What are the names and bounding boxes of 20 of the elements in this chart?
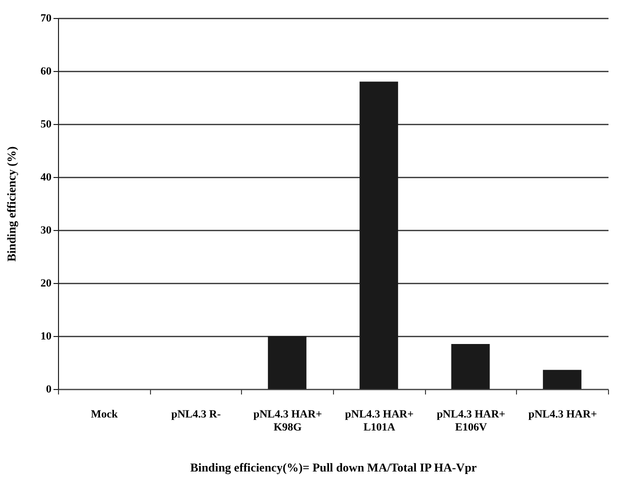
- x-axis-title: Binding efficiency(%)= Pull down MA/Total IP HA-Vpr: [190, 460, 478, 474]
- bar: [542, 370, 582, 389]
- x-tick-label: Mock: [90, 408, 119, 420]
- x-tick-label: pNL4.3 R-: [171, 408, 222, 420]
- x-tick-label: pNL4.3 HAR+ E106V: [436, 408, 506, 434]
- y-tick-label: 0: [46, 384, 52, 396]
- y-tick-label: 60: [40, 66, 52, 78]
- y-tick-label: 20: [40, 278, 52, 290]
- x-tick-label: pNL4.3 HAR+: [528, 408, 597, 420]
- y-tick-label: 40: [40, 172, 52, 184]
- y-tick-label: 10: [40, 330, 52, 342]
- bar: [451, 344, 490, 389]
- bar: [360, 82, 398, 389]
- y-tick-label: 50: [40, 118, 52, 130]
- y-tick-label: 70: [40, 12, 52, 24]
- y-axis-title: Binding efficiency (%): [4, 146, 18, 262]
- bar: [268, 336, 306, 389]
- x-tick-label: pNL4.3 HAR+ K98G: [253, 408, 322, 434]
- y-tick-label: 30: [40, 224, 52, 236]
- x-tick-label: pNL4.3 HAR+ L101A: [345, 408, 414, 434]
